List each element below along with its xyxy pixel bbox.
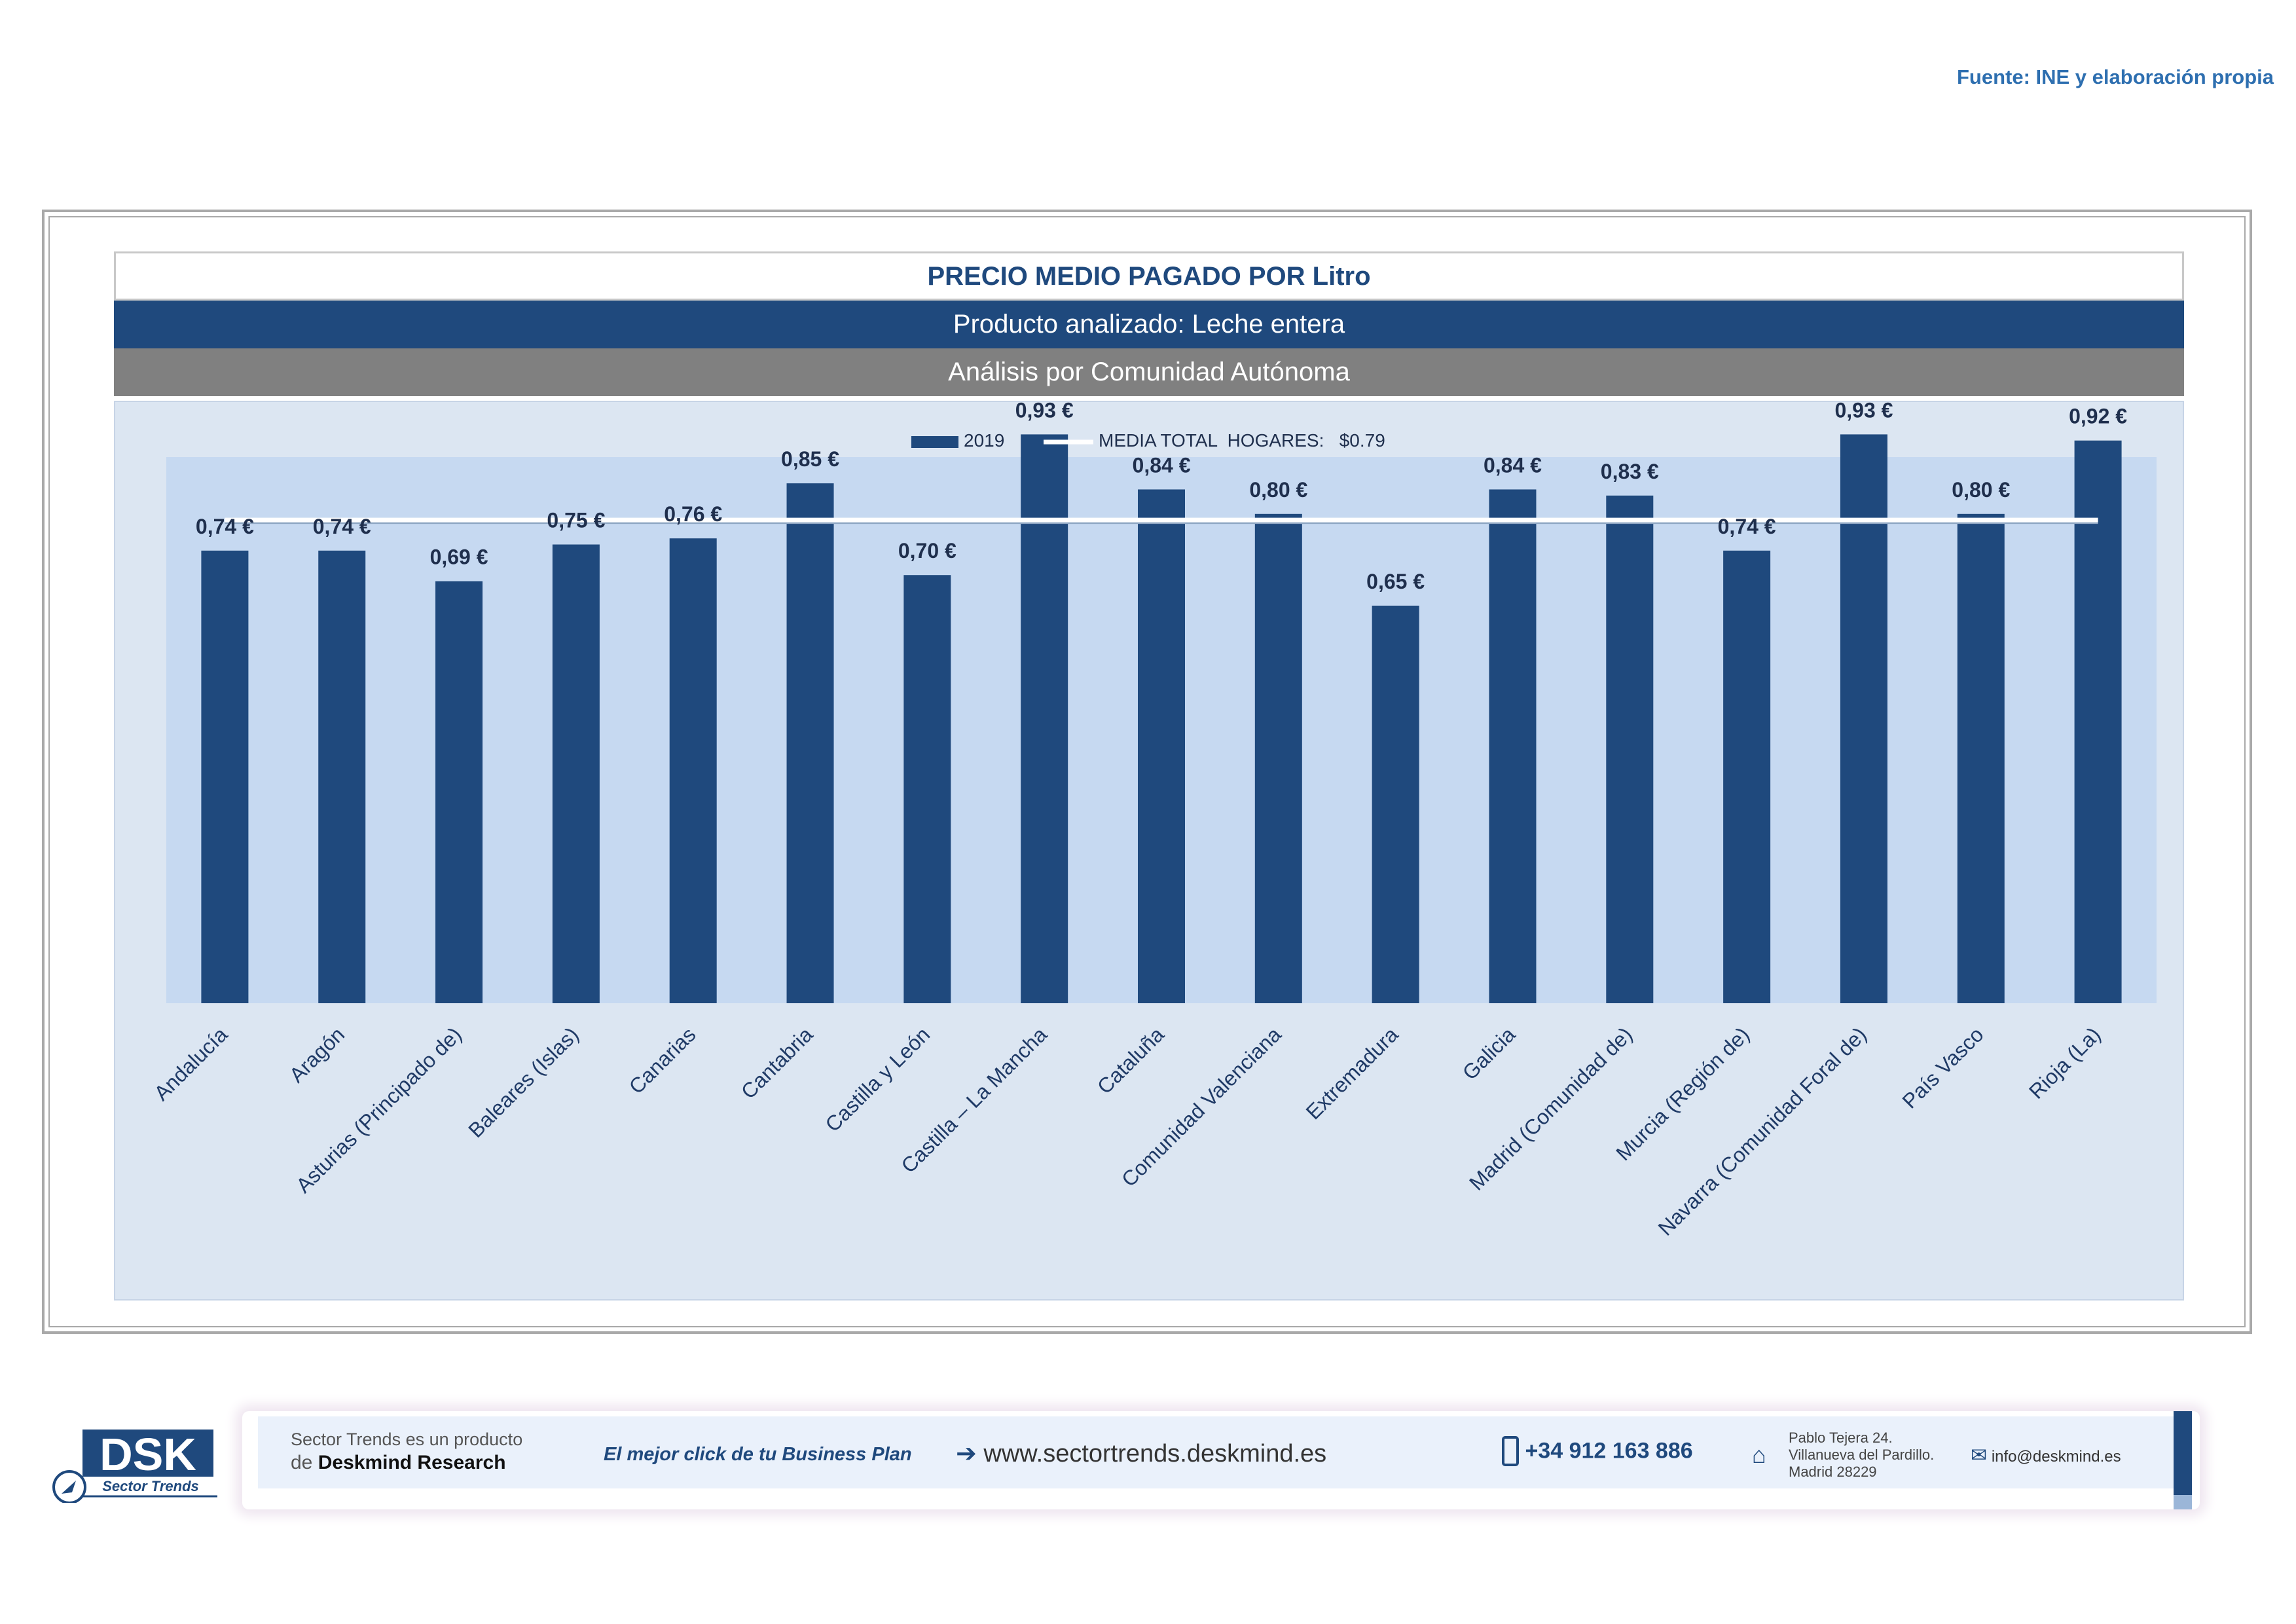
bar-asturias-principado-de	[435, 581, 483, 1003]
value-label-asturias-principado-de: 0,69 €	[430, 545, 488, 569]
bar-chart: 0,74 € 0,74 € 0,69 € 0,75 € 0,76 € 0,85 € 0,70…	[149, 402, 2157, 1240]
bar-cataluna	[1138, 489, 1185, 1003]
category-label-cataluna: Cataluña	[1093, 1022, 1169, 1098]
value-label-comunidad-valenciana: 0,80 €	[1249, 478, 1307, 502]
email-text: info@deskmind.es	[1991, 1448, 2121, 1466]
product-banner: Producto analizado: Leche entera	[114, 301, 2184, 348]
value-label-baleares-islas: 0,75 €	[547, 509, 605, 532]
category-label-navarra-comunidad-foral-de: Navarra (Comunidad Foral de)	[1654, 1022, 1871, 1240]
bar-comunidad-valenciana	[1254, 513, 1302, 1003]
value-label-aragon: 0,74 €	[313, 515, 371, 538]
category-label-pais-vasco: País Vasco	[1897, 1022, 1988, 1113]
arrow-right-icon: ➔	[956, 1440, 977, 1467]
mail-icon: ✉	[1971, 1445, 1988, 1466]
value-label-madrid-comunidad-de: 0,83 €	[1601, 460, 1659, 483]
bar-castilla-y-leon	[903, 575, 951, 1003]
address-line2: Villanueva del Pardillo.	[1789, 1447, 1935, 1463]
phone-text: +34 912 163 886	[1525, 1438, 1693, 1464]
footer-product-line2: de Deskmind Research	[291, 1452, 506, 1474]
logo-text: DSK	[100, 1429, 196, 1480]
value-label-cataluna: 0,84 €	[1133, 453, 1191, 477]
value-label-navarra-comunidad-foral-de: 0,93 €	[1834, 402, 1893, 422]
bar-rioja-la	[2074, 440, 2122, 1003]
analysis-banner: Análisis por Comunidad Autónoma	[114, 348, 2184, 396]
bar-galicia	[1489, 489, 1537, 1003]
category-label-galicia: Galicia	[1458, 1022, 1520, 1084]
address-line1: Pablo Tejera 24.	[1789, 1430, 1893, 1446]
value-label-extremadura: 0,65 €	[1366, 570, 1425, 593]
footer-product-prefix: de	[291, 1452, 313, 1473]
category-label-rioja-la: Rioja (La)	[2024, 1022, 2105, 1103]
category-label-extremadura: Extremadura	[1302, 1022, 1403, 1124]
dsk-logo: DSK Sector Trends	[46, 1424, 223, 1504]
value-label-cantabria: 0,85 €	[781, 447, 839, 471]
legend: 2019 MEDIA TOTAL HOGARES: $0.79	[911, 430, 1385, 451]
bar-madrid-comunidad-de	[1606, 495, 1654, 1003]
footer-banner: Sector Trends es un producto de Deskmind…	[242, 1411, 2200, 1509]
footer-slogan: El mejor click de tu Business Plan	[604, 1444, 912, 1465]
footer-brand: Deskmind Research	[318, 1452, 506, 1473]
bar-baleares-islas	[552, 544, 600, 1003]
chart-title: PRECIO MEDIO PAGADO POR Litro	[114, 251, 2184, 301]
bar-castilla-la-mancha	[1021, 434, 1068, 1003]
source-note: Fuente: INE y elaboración propia	[1956, 65, 2274, 88]
value-label-pais-vasco: 0,80 €	[1952, 478, 2010, 502]
bar-aragon	[318, 550, 366, 1003]
category-label-aragon: Aragón	[285, 1022, 349, 1086]
category-label-castilla-y-leon: Castilla y León	[820, 1022, 934, 1136]
bar-extremadura	[1372, 605, 1419, 1003]
value-label-galicia: 0,84 €	[1484, 453, 1542, 477]
home-icon: ⌂	[1752, 1441, 1766, 1468]
legend-label-2019: 2019	[964, 430, 1004, 451]
bar-canarias	[669, 538, 717, 1003]
bar-pais-vasco	[1957, 513, 2005, 1003]
bar-navarra-comunidad-foral-de	[1840, 434, 1887, 1003]
category-label-cantabria: Cantabria	[737, 1022, 818, 1103]
legend-label-media: MEDIA TOTAL HOGARES: $0.79	[1099, 430, 1385, 451]
value-labels-layer: 0,74 € 0,74 € 0,69 € 0,75 € 0,76 € 0,85 € 0,70…	[196, 402, 2127, 593]
logo-subtitle: Sector Trends	[102, 1478, 199, 1494]
reference-line-layer	[225, 517, 2098, 525]
category-label-andalucia: Andalucía	[149, 1022, 232, 1105]
phone-icon	[1502, 1436, 1519, 1466]
chart-area: 0,74 € 0,74 € 0,69 € 0,75 € 0,76 € 0,85 € 0,70…	[114, 401, 2184, 1301]
bars-layer	[201, 434, 2122, 1003]
value-label-murcia-region-de: 0,74 €	[1718, 515, 1776, 538]
value-label-castilla-la-mancha: 0,93 €	[1015, 402, 1074, 422]
category-label-baleares-islas: Baleares (Islas)	[464, 1022, 583, 1142]
bar-murcia-region-de	[1723, 550, 1771, 1003]
footer-product-line1: Sector Trends es un producto	[291, 1430, 523, 1449]
address-line3: Madrid 28229	[1789, 1464, 1877, 1480]
category-label-canarias: Canarias	[625, 1022, 701, 1098]
website-text: www.sectortrends.deskmind.es	[983, 1440, 1327, 1467]
value-label-canarias: 0,76 €	[664, 502, 722, 526]
bar-cantabria	[786, 483, 834, 1003]
value-label-castilla-y-leon: 0,70 €	[898, 539, 957, 563]
report-frame-inner	[48, 216, 2246, 1327]
value-label-andalucia: 0,74 €	[196, 515, 254, 538]
website-link[interactable]: ➔ www.sectortrends.deskmind.es	[956, 1439, 1326, 1468]
email-contact[interactable]: ✉ info@deskmind.es	[1971, 1444, 2121, 1467]
phone-contact[interactable]: +34 912 163 886	[1502, 1436, 1693, 1466]
report-frame	[42, 210, 2252, 1334]
address-block: Pablo Tejera 24. Villanueva del Pardillo…	[1789, 1430, 1934, 1481]
value-label-rioja-la: 0,92 €	[2069, 405, 2127, 428]
legend-swatch-2019	[911, 436, 958, 448]
bar-andalucia	[201, 550, 249, 1003]
